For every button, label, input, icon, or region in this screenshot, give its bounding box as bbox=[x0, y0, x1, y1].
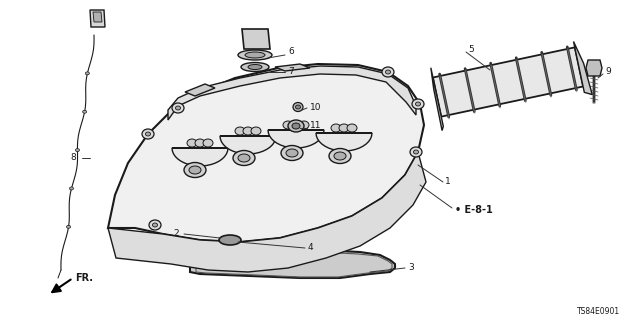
Ellipse shape bbox=[382, 67, 394, 77]
Ellipse shape bbox=[251, 127, 261, 135]
Ellipse shape bbox=[292, 123, 300, 129]
Ellipse shape bbox=[241, 62, 269, 71]
Polygon shape bbox=[268, 130, 324, 148]
Ellipse shape bbox=[145, 132, 150, 136]
Polygon shape bbox=[185, 84, 215, 96]
Ellipse shape bbox=[235, 127, 245, 135]
Polygon shape bbox=[433, 47, 583, 116]
Polygon shape bbox=[316, 133, 372, 151]
Ellipse shape bbox=[175, 106, 180, 110]
Text: 2: 2 bbox=[173, 228, 179, 237]
Ellipse shape bbox=[70, 187, 74, 190]
Ellipse shape bbox=[76, 148, 79, 152]
Ellipse shape bbox=[286, 149, 298, 157]
Polygon shape bbox=[93, 12, 102, 22]
Ellipse shape bbox=[331, 124, 341, 132]
Ellipse shape bbox=[410, 147, 422, 157]
Ellipse shape bbox=[142, 129, 154, 139]
Ellipse shape bbox=[415, 102, 420, 106]
Text: 6: 6 bbox=[288, 47, 294, 57]
Ellipse shape bbox=[243, 127, 253, 135]
Ellipse shape bbox=[67, 225, 70, 228]
Text: • E-8-1: • E-8-1 bbox=[455, 205, 493, 215]
Ellipse shape bbox=[288, 120, 304, 132]
Ellipse shape bbox=[283, 121, 293, 129]
Text: 1: 1 bbox=[445, 178, 451, 187]
Ellipse shape bbox=[347, 124, 357, 132]
Text: 5: 5 bbox=[468, 45, 474, 54]
Ellipse shape bbox=[184, 163, 206, 178]
Ellipse shape bbox=[412, 99, 424, 109]
Ellipse shape bbox=[203, 139, 213, 147]
Polygon shape bbox=[168, 66, 416, 120]
Ellipse shape bbox=[293, 102, 303, 111]
Ellipse shape bbox=[152, 223, 157, 227]
Text: 9: 9 bbox=[605, 68, 611, 76]
Ellipse shape bbox=[281, 146, 303, 161]
Text: 11: 11 bbox=[310, 122, 321, 131]
Ellipse shape bbox=[233, 150, 255, 165]
Ellipse shape bbox=[85, 72, 90, 75]
Ellipse shape bbox=[245, 52, 265, 58]
Ellipse shape bbox=[299, 121, 309, 129]
Text: 8: 8 bbox=[70, 154, 76, 163]
Text: 4: 4 bbox=[308, 244, 314, 252]
Ellipse shape bbox=[189, 166, 201, 174]
Text: 10: 10 bbox=[310, 102, 321, 111]
Polygon shape bbox=[242, 29, 270, 49]
Polygon shape bbox=[108, 64, 424, 242]
Polygon shape bbox=[190, 250, 395, 278]
Ellipse shape bbox=[248, 65, 262, 69]
Ellipse shape bbox=[83, 110, 86, 113]
Polygon shape bbox=[275, 64, 310, 71]
Ellipse shape bbox=[329, 148, 351, 164]
Text: 7: 7 bbox=[288, 68, 294, 76]
Polygon shape bbox=[108, 152, 426, 272]
Polygon shape bbox=[172, 148, 228, 166]
Polygon shape bbox=[573, 42, 592, 95]
Text: TS84E0901: TS84E0901 bbox=[577, 307, 620, 316]
Ellipse shape bbox=[413, 150, 419, 154]
Ellipse shape bbox=[219, 235, 241, 245]
Ellipse shape bbox=[339, 124, 349, 132]
Polygon shape bbox=[431, 68, 444, 131]
Ellipse shape bbox=[296, 105, 301, 109]
Ellipse shape bbox=[238, 50, 272, 60]
Ellipse shape bbox=[149, 220, 161, 230]
Ellipse shape bbox=[385, 70, 390, 74]
Ellipse shape bbox=[187, 139, 197, 147]
Polygon shape bbox=[220, 136, 276, 154]
Ellipse shape bbox=[195, 139, 205, 147]
Ellipse shape bbox=[172, 103, 184, 113]
Ellipse shape bbox=[291, 121, 301, 129]
Ellipse shape bbox=[238, 154, 250, 162]
Text: 3: 3 bbox=[408, 263, 413, 273]
Ellipse shape bbox=[334, 152, 346, 160]
Polygon shape bbox=[586, 60, 602, 76]
Polygon shape bbox=[90, 10, 105, 27]
Text: FR.: FR. bbox=[75, 273, 93, 283]
